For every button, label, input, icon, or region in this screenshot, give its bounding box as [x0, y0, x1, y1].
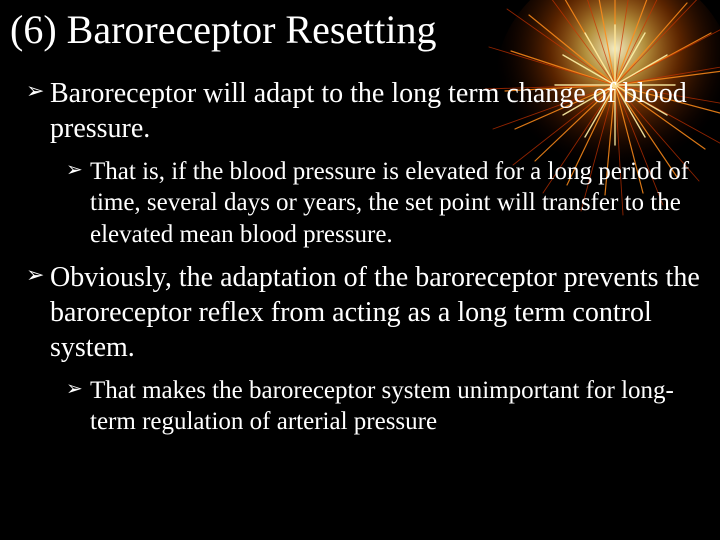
bullet-arrow-icon: ➢ — [26, 262, 50, 365]
slide-title: (6) Baroreceptor Resetting — [10, 8, 704, 52]
bullet-level2: ➢ That is, if the blood pressure is elev… — [10, 156, 704, 250]
bullet-text: Obviously, the adaptation of the barorec… — [50, 260, 704, 365]
bullet-text: Baroreceptor will adapt to the long term… — [50, 76, 704, 146]
bullet-level1: ➢ Obviously, the adaptation of the baror… — [10, 260, 704, 365]
bullet-text: That makes the baroreceptor system unimp… — [90, 375, 704, 438]
bullet-arrow-icon: ➢ — [66, 377, 90, 438]
bullet-level2: ➢ That makes the baroreceptor system uni… — [10, 375, 704, 438]
bullet-text: That is, if the blood pressure is elevat… — [90, 156, 704, 250]
bullet-arrow-icon: ➢ — [26, 78, 50, 146]
bullet-arrow-icon: ➢ — [66, 158, 90, 250]
slide-content: (6) Baroreceptor Resetting ➢ Barorecepto… — [0, 0, 720, 463]
bullet-level1: ➢ Baroreceptor will adapt to the long te… — [10, 76, 704, 146]
